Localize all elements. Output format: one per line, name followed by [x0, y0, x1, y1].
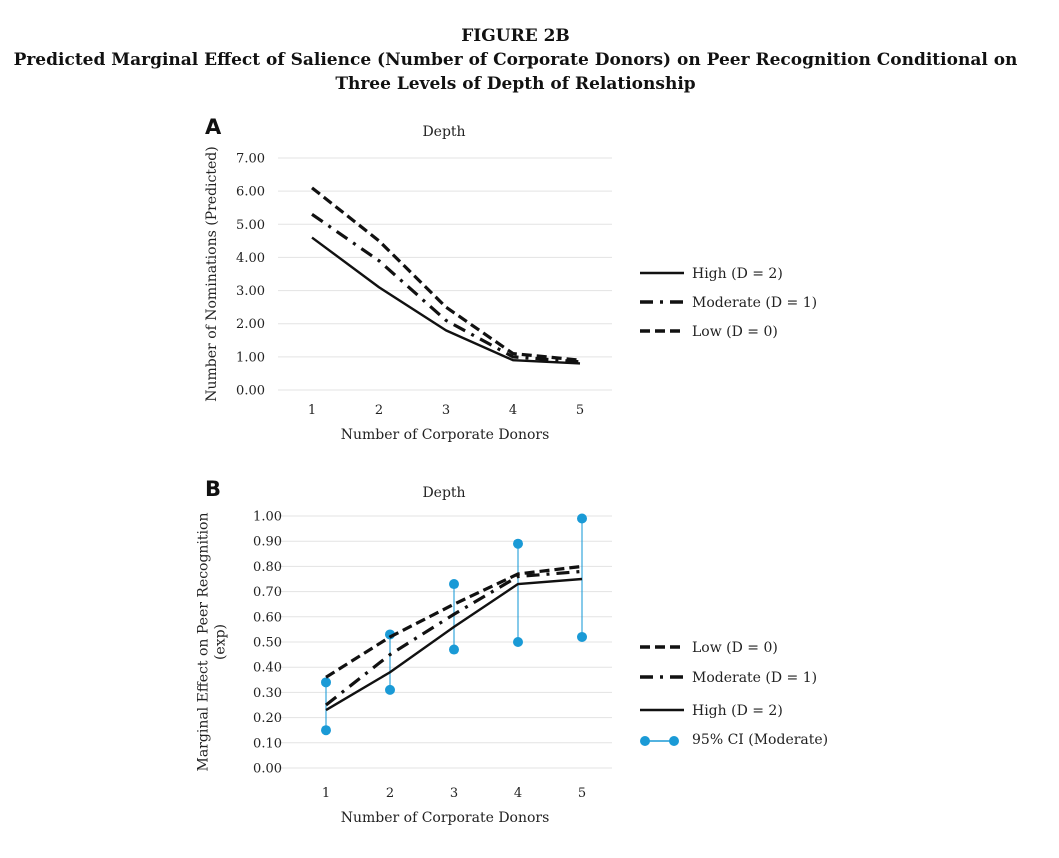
- panel-a-x-tick-label: 2: [375, 403, 383, 418]
- panel-a-y-tick-label: 7.00: [236, 152, 265, 167]
- panel-b-legend-ci-point: [640, 736, 650, 746]
- panel-b-x-axis-title: Number of Corporate Donors: [341, 810, 550, 826]
- panel-b-x-tick-label: 3: [450, 786, 458, 801]
- panel-a-y-axis-title: Number of Nominations (Predicted): [204, 146, 220, 401]
- panel-b-legend-label: 95% CI (Moderate): [692, 732, 828, 748]
- panel-b-y-tick-label: 0.80: [253, 560, 282, 575]
- panel-b-x-tick-label: 1: [322, 786, 330, 801]
- panel-a-legend-label: Moderate (D = 1): [692, 295, 817, 311]
- panel-b-y-tick-label: 0.90: [253, 535, 282, 550]
- panel-a-x-tick-label: 3: [442, 403, 450, 418]
- panel-b-y-tick-label: 1.00: [253, 510, 282, 525]
- panel-b-ci-lower-point: [513, 637, 523, 647]
- panel-b-y-tick-label: 0.20: [253, 711, 282, 726]
- panel-a-y-tick-label: 6.00: [236, 185, 265, 200]
- panel-b-y-tick-label: 0.50: [253, 636, 282, 651]
- panel-b-y-tick-label: 0.10: [253, 736, 282, 751]
- panel-b-series-line-dashed: [325, 564, 583, 679]
- panel-b-chart-title: Depth: [422, 485, 465, 501]
- panel-a-y-tick-label: 2.00: [236, 317, 265, 332]
- panel-a-y-tick-label: 1.00: [236, 350, 265, 365]
- panel-b-y-axis-title: Marginal Effect on Peer Recognition: [196, 513, 212, 772]
- panel-b-x-tick-label: 2: [386, 786, 394, 801]
- panel-b-ci-lower-point: [385, 684, 395, 695]
- panel-a-y-tick-label: 0.00: [236, 384, 265, 399]
- panel-b-y-tick-label: 0.40: [253, 661, 282, 676]
- panel-b-y-tick-label: 0.60: [253, 610, 282, 625]
- panel-b-series-line-solid: [325, 577, 583, 712]
- panel-b-legend-label: High (D = 2): [692, 703, 783, 719]
- panel-b-y-tick-label: 0.00: [253, 762, 282, 777]
- panel-a-y-tick-label: 3.00: [236, 284, 265, 299]
- panel-b-ci-upper-point: [449, 579, 459, 590]
- panel-b-ci-lower-point: [577, 631, 587, 642]
- panel-a-x-tick-label: 4: [509, 403, 517, 418]
- panel-b-y-tick-label: 0.30: [253, 686, 282, 701]
- panel-a-y-tick-label: 5.00: [236, 218, 265, 233]
- panel-a-x-tick-label: 1: [308, 403, 316, 418]
- panel-a-series-line-solid: [311, 236, 581, 365]
- panel-a-series-line-dashdot: [311, 213, 581, 364]
- panel-a-y-tick-label: 4.00: [236, 251, 265, 266]
- figure-title: Predicted Marginal Effect of Salience (N…: [13, 50, 1018, 94]
- panel-b-ci-lower-point: [321, 725, 331, 736]
- panel-b-series-line-dashdot: [325, 569, 583, 707]
- panel-b-ci-upper-point: [513, 538, 523, 549]
- panel-a-legend-label: High (D = 2): [692, 266, 783, 282]
- panel-b-y-axis-title: (exp): [213, 624, 229, 660]
- panel-b-y-tick-label: 0.70: [253, 585, 282, 600]
- panel-a-series-line-dashed: [311, 186, 581, 362]
- panel-b-x-tick-label: 4: [514, 786, 522, 801]
- panel-b-x-tick-label: 5: [578, 786, 586, 801]
- panel-a-x-axis-title: Number of Corporate Donors: [341, 427, 550, 443]
- panel-b-ci-lower-point: [449, 644, 459, 655]
- panel-b-legend-ci-point: [669, 736, 679, 746]
- figure-label: FIGURE 2B: [461, 26, 570, 46]
- panel-b-legend-label: Moderate (D = 1): [692, 670, 817, 686]
- panel-a-chart-title: Depth: [422, 124, 465, 140]
- panel-b-legend-label: Low (D = 0): [692, 640, 778, 656]
- panel-b-ci-upper-point: [577, 513, 587, 524]
- panel-a-legend-label: Low (D = 0): [692, 324, 778, 340]
- panel-a-letter: A: [205, 115, 222, 139]
- panel-b-letter: B: [205, 477, 221, 501]
- panel-a-x-tick-label: 5: [576, 403, 584, 418]
- panel-b-ci-upper-point: [321, 677, 331, 688]
